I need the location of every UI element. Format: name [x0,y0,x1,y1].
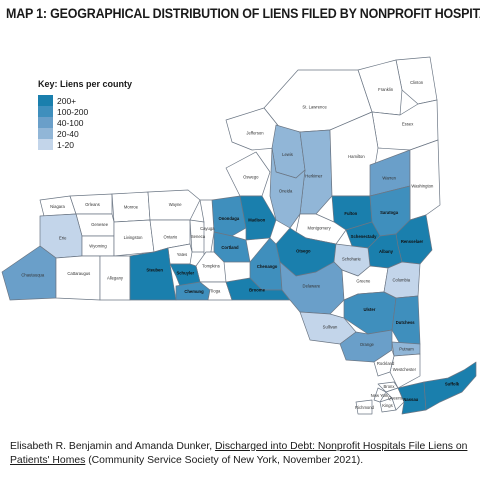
county-label: Monroe [124,205,139,210]
county-label: Cayuga [200,226,215,231]
county-label: Greene [356,279,371,284]
legend-item: 200+ [38,95,132,106]
county-label: Broome [249,288,265,293]
county-label: Erie [59,235,67,240]
county-label: Albany [379,249,394,254]
county-nassau [397,381,427,415]
county-label: Fulton [344,211,357,216]
county-label: Hamilton [348,154,365,159]
county-label: Kings [382,403,392,408]
legend-label: 20-40 [57,128,79,139]
county-label: Chautauqua [21,272,44,277]
report-title-link[interactable]: Discharged into Debt: Nonprofit Hospital… [10,441,468,466]
county-label: Tioga [210,288,221,293]
county-essex [371,99,439,151]
county-label: Otsego [296,249,311,254]
county-label: Clinton [410,80,424,85]
source-citation: Elisabeth R. Benjamin and Amanda Dunker,… [10,440,470,468]
county-label: Cortland [221,245,239,250]
legend-swatch [38,95,53,106]
county-label: Franklin [378,87,394,92]
county-label: Tompkins [202,264,220,269]
county-label: Jefferson [246,130,264,135]
county-labels: Clinton Franklin St. Lawrence Essex Jefferso… [21,80,459,410]
county-label: Columbia [392,278,410,283]
county-label: Orange [360,342,375,347]
county-label: Richmond [355,405,375,410]
county-label: Suffolk [445,382,460,387]
county-label: Niagara [50,204,65,209]
county-label: Ontario [164,234,178,239]
county-label: Lewis [282,152,293,157]
county-label: Essex [402,122,414,127]
county-label: Ulster [363,307,375,312]
map-title: MAP 1: GEOGRAPHICAL DISTRIBUTION OF LIEN… [6,6,480,21]
county-washington [409,139,441,221]
legend-swatch [38,139,53,150]
county-label: Schenectady [351,234,378,239]
legend-label: 200+ [57,95,77,106]
county-label: Cattaraugus [67,271,90,276]
county-label: Chenango [257,264,278,269]
legend-title: Key: Liens per county [38,79,133,89]
citation-authors: Elisabeth R. Benjamin and Amanda Dunker, [10,441,216,452]
county-label: Queens [388,396,403,401]
legend-item: 1-20 [38,139,132,150]
county-label: Dutchess [396,320,416,325]
county-label: Wayne [169,202,183,207]
county-richmond [355,399,373,415]
legend-item: 40-100 [38,117,132,128]
county-label: Seneca [191,234,206,239]
county-label: Westchester [393,367,417,372]
county-label: Rensselaer [401,239,424,244]
legend-swatch [38,106,53,117]
county-label: Schuyler [176,271,194,276]
legend-swatch [38,117,53,128]
county-label: Sullivan [323,324,338,329]
county-suffolk [423,361,477,411]
legend-label: 40-100 [57,117,84,128]
county-orange [339,329,393,363]
county-label: Genesee [91,222,109,227]
county-label: Oswego [243,174,259,179]
county-wayne [147,189,201,221]
legend-label: 1-20 [57,139,75,150]
legend-item: 100-200 [38,106,132,117]
county-label: Warren [382,175,396,180]
county-label: St. Lawrence [302,105,327,110]
legend-item: 20-40 [38,128,132,139]
county-queens [385,387,405,411]
county-label: Rockland [377,361,395,366]
legend: Key: Liens per county 200+ 100-200 40-10… [38,79,132,150]
county-label: Livingston [124,235,144,240]
county-label: New York [371,393,390,398]
county-steuben [129,247,177,301]
county-tioga [199,281,233,301]
county-label: Steuben [146,268,163,273]
legend-swatch [38,128,53,139]
county-label: Wyoming [89,244,107,249]
citation-source: (Community Service Society of New York, … [85,455,364,466]
county-label: Madison [248,217,265,222]
county-label: Schoharie [342,257,362,262]
county-label: Putnam [399,347,414,352]
county-label: Chemung [184,289,204,294]
county-label: Herkimer [305,174,323,179]
county-label: Nassau [403,397,418,402]
county-label: Allegany [107,276,124,281]
new-york-county-map: Clinton Franklin St. Lawrence Essex Jefferso… [1,56,477,415]
county-label: Bronx [384,384,396,389]
county-cattaraugus [55,255,101,301]
county-label: Yates [177,252,187,257]
county-label: Onondaga [218,216,239,221]
legend-label: 100-200 [57,106,89,117]
county-label: Montgomery [307,225,331,230]
county-label: Oneida [279,188,293,193]
county-label: Washington [411,184,434,189]
county-rockland [373,349,395,377]
county-label: Delaware [303,283,321,288]
county-oswego [225,151,271,197]
county-label: Saratoga [380,210,399,215]
county-label: Orleans [85,202,100,207]
